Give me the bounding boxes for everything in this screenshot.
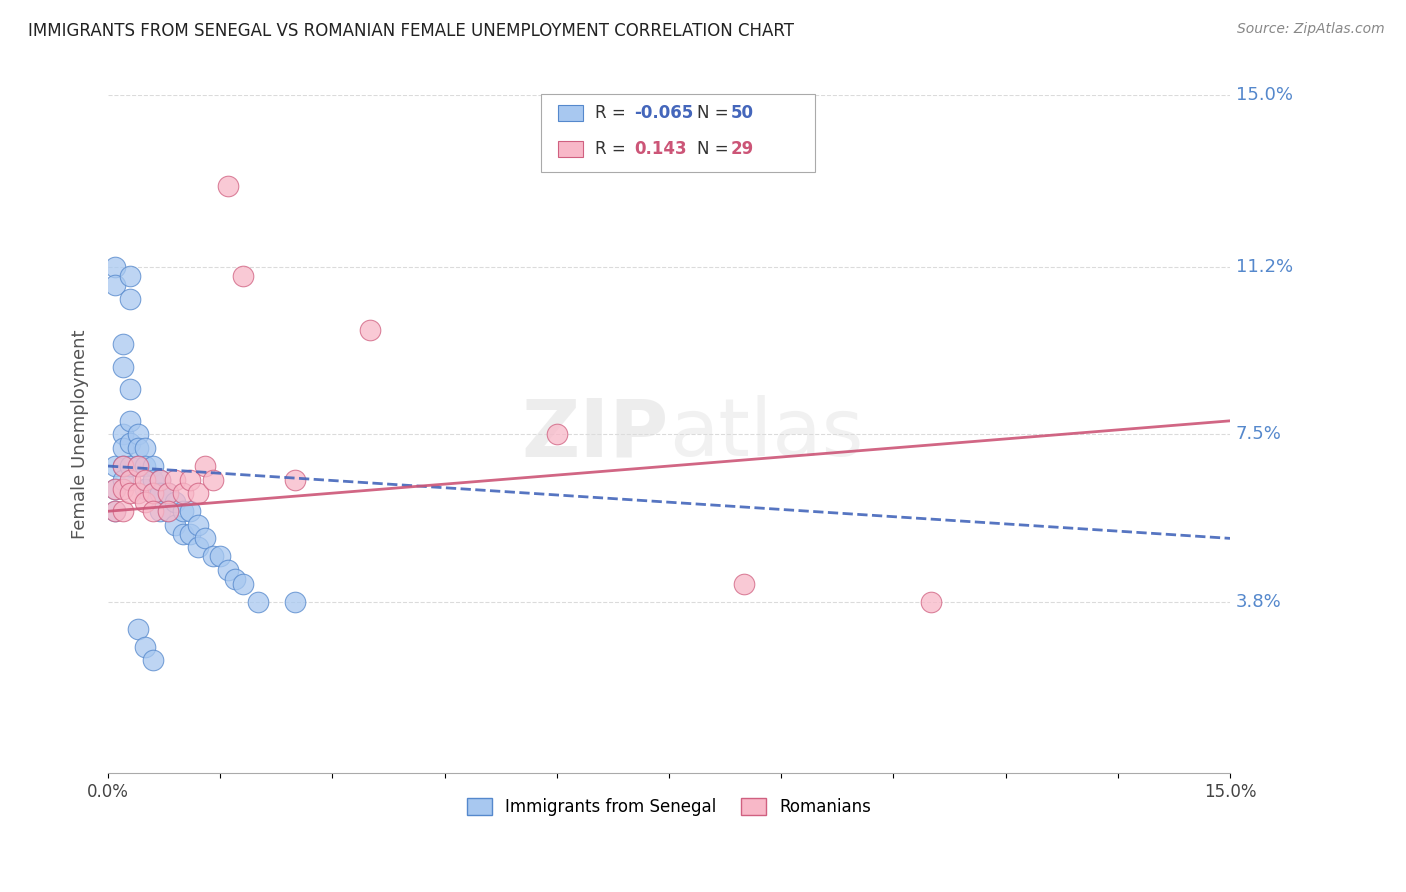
Point (156, 486, 179, 500)
Point (127, 441, 149, 455)
Point (120, 458, 142, 473)
Text: N =: N = (697, 104, 734, 122)
Text: 15.0%: 15.0% (1236, 87, 1292, 104)
Point (111, 337, 134, 351)
Text: 3.8%: 3.8% (1236, 592, 1281, 611)
Point (232, 576, 254, 591)
Point (134, 473, 156, 487)
Point (224, 572, 246, 586)
Point (201, 473, 224, 487)
Point (104, 504, 127, 518)
Point (201, 549, 224, 564)
Point (165, 495, 187, 509)
Point (359, 323, 381, 337)
Point (120, 292, 142, 306)
Point (111, 482, 134, 496)
Point (111, 458, 134, 473)
Point (149, 486, 172, 500)
Point (134, 482, 156, 496)
Point (120, 473, 142, 487)
Point (127, 622, 149, 636)
Point (134, 441, 156, 455)
Y-axis label: Female Unemployment: Female Unemployment (72, 330, 89, 539)
Point (165, 517, 187, 532)
Point (149, 504, 172, 518)
Point (246, 594, 269, 608)
Text: N =: N = (697, 140, 734, 158)
Point (104, 482, 127, 496)
Point (733, 576, 755, 591)
Legend: Immigrants from Senegal, Romanians: Immigrants from Senegal, Romanians (460, 791, 879, 822)
Point (134, 640, 156, 654)
Point (194, 532, 217, 546)
Point (120, 269, 142, 284)
Point (120, 382, 142, 396)
Point (142, 504, 165, 518)
Point (179, 473, 201, 487)
Point (165, 473, 187, 487)
Point (156, 486, 179, 500)
Point (142, 486, 165, 500)
Point (217, 563, 239, 577)
Point (127, 458, 149, 473)
Point (149, 473, 172, 487)
Point (104, 260, 127, 274)
Text: R =: R = (595, 140, 636, 158)
Point (179, 526, 201, 541)
Text: 0.143: 0.143 (634, 140, 686, 158)
Text: ZIP: ZIP (522, 395, 669, 474)
Text: atlas: atlas (669, 395, 863, 474)
Point (142, 473, 165, 487)
Point (187, 517, 209, 532)
Text: 29: 29 (731, 140, 755, 158)
Point (156, 504, 179, 518)
Point (111, 473, 134, 487)
Point (111, 458, 134, 473)
Point (172, 504, 194, 518)
Point (127, 458, 149, 473)
Point (104, 458, 127, 473)
Point (284, 594, 307, 608)
Point (111, 504, 134, 518)
Point (172, 526, 194, 541)
Point (209, 549, 232, 564)
Point (127, 427, 149, 442)
Point (194, 458, 217, 473)
Text: 7.5%: 7.5% (1236, 425, 1281, 443)
Text: IMMIGRANTS FROM SENEGAL VS ROMANIAN FEMALE UNEMPLOYMENT CORRELATION CHART: IMMIGRANTS FROM SENEGAL VS ROMANIAN FEMA… (28, 22, 794, 40)
Point (546, 427, 568, 442)
Text: 11.2%: 11.2% (1236, 258, 1292, 277)
Text: R =: R = (595, 104, 631, 122)
Point (120, 436, 142, 450)
Point (187, 541, 209, 555)
Point (179, 504, 201, 518)
Point (134, 495, 156, 509)
Point (104, 504, 127, 518)
Point (172, 486, 194, 500)
Point (156, 504, 179, 518)
Point (104, 482, 127, 496)
Point (232, 269, 254, 284)
Point (134, 458, 156, 473)
Point (142, 458, 165, 473)
Text: -0.065: -0.065 (634, 104, 693, 122)
Text: Source: ZipAtlas.com: Source: ZipAtlas.com (1237, 22, 1385, 37)
Point (920, 594, 942, 608)
Point (187, 486, 209, 500)
Point (142, 653, 165, 667)
Point (127, 486, 149, 500)
Point (149, 473, 172, 487)
Point (120, 414, 142, 428)
Point (111, 441, 134, 455)
Text: 50: 50 (731, 104, 754, 122)
Point (111, 427, 134, 442)
Point (104, 278, 127, 293)
Point (284, 473, 307, 487)
Point (111, 359, 134, 374)
Point (217, 178, 239, 193)
Point (120, 486, 142, 500)
Point (142, 486, 165, 500)
